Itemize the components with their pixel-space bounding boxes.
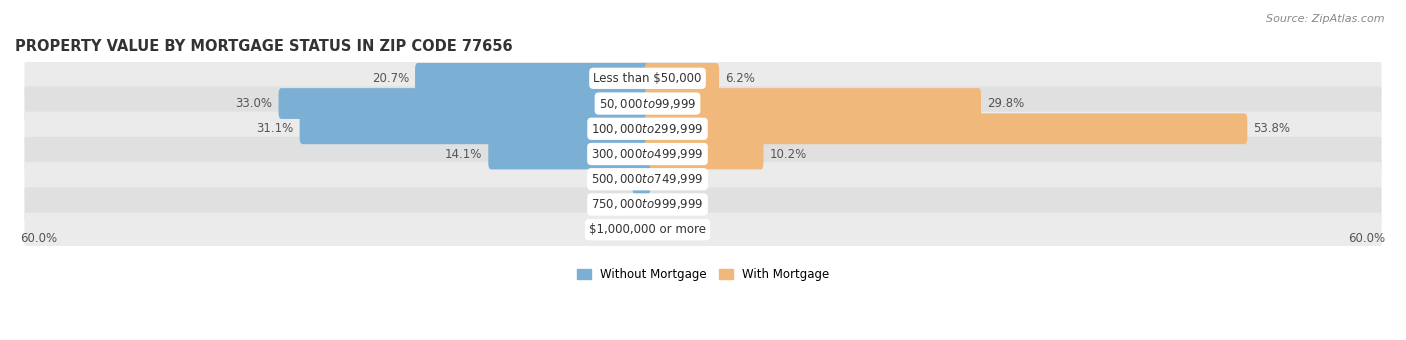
Text: 6.2%: 6.2% xyxy=(725,72,755,85)
Text: 29.8%: 29.8% xyxy=(987,97,1025,110)
FancyBboxPatch shape xyxy=(24,137,1382,171)
Text: PROPERTY VALUE BY MORTGAGE STATUS IN ZIP CODE 77656: PROPERTY VALUE BY MORTGAGE STATUS IN ZIP… xyxy=(15,39,513,54)
Text: 0.0%: 0.0% xyxy=(675,198,704,211)
Text: 14.1%: 14.1% xyxy=(444,148,482,160)
FancyBboxPatch shape xyxy=(24,86,1382,121)
FancyBboxPatch shape xyxy=(645,113,1247,144)
FancyBboxPatch shape xyxy=(24,112,1382,146)
Text: 0.0%: 0.0% xyxy=(591,223,620,236)
Text: Source: ZipAtlas.com: Source: ZipAtlas.com xyxy=(1267,14,1385,23)
FancyBboxPatch shape xyxy=(24,212,1382,247)
FancyBboxPatch shape xyxy=(24,61,1382,96)
FancyBboxPatch shape xyxy=(24,187,1382,222)
Text: 60.0%: 60.0% xyxy=(1348,232,1385,245)
Text: Less than $50,000: Less than $50,000 xyxy=(593,72,702,85)
Text: 10.2%: 10.2% xyxy=(769,148,807,160)
Text: $50,000 to $99,999: $50,000 to $99,999 xyxy=(599,97,696,110)
Text: 0.0%: 0.0% xyxy=(675,173,704,186)
Text: $100,000 to $299,999: $100,000 to $299,999 xyxy=(592,122,703,136)
Text: $1,000,000 or more: $1,000,000 or more xyxy=(589,223,706,236)
FancyBboxPatch shape xyxy=(645,139,763,169)
FancyBboxPatch shape xyxy=(488,139,651,169)
FancyBboxPatch shape xyxy=(278,88,651,119)
Text: 60.0%: 60.0% xyxy=(21,232,58,245)
Text: 53.8%: 53.8% xyxy=(1253,122,1291,135)
FancyBboxPatch shape xyxy=(633,164,651,194)
Text: 0.0%: 0.0% xyxy=(675,223,704,236)
Text: $500,000 to $749,999: $500,000 to $749,999 xyxy=(592,172,704,186)
Text: 31.1%: 31.1% xyxy=(256,122,294,135)
FancyBboxPatch shape xyxy=(24,162,1382,197)
Text: 0.0%: 0.0% xyxy=(591,198,620,211)
Text: $300,000 to $499,999: $300,000 to $499,999 xyxy=(592,147,704,161)
Text: 1.1%: 1.1% xyxy=(596,173,627,186)
Text: 33.0%: 33.0% xyxy=(235,97,273,110)
FancyBboxPatch shape xyxy=(415,63,651,94)
Text: 20.7%: 20.7% xyxy=(371,72,409,85)
FancyBboxPatch shape xyxy=(645,88,981,119)
FancyBboxPatch shape xyxy=(299,113,651,144)
Legend: Without Mortgage, With Mortgage: Without Mortgage, With Mortgage xyxy=(576,268,830,281)
Text: $750,000 to $999,999: $750,000 to $999,999 xyxy=(592,198,704,211)
FancyBboxPatch shape xyxy=(645,63,718,94)
